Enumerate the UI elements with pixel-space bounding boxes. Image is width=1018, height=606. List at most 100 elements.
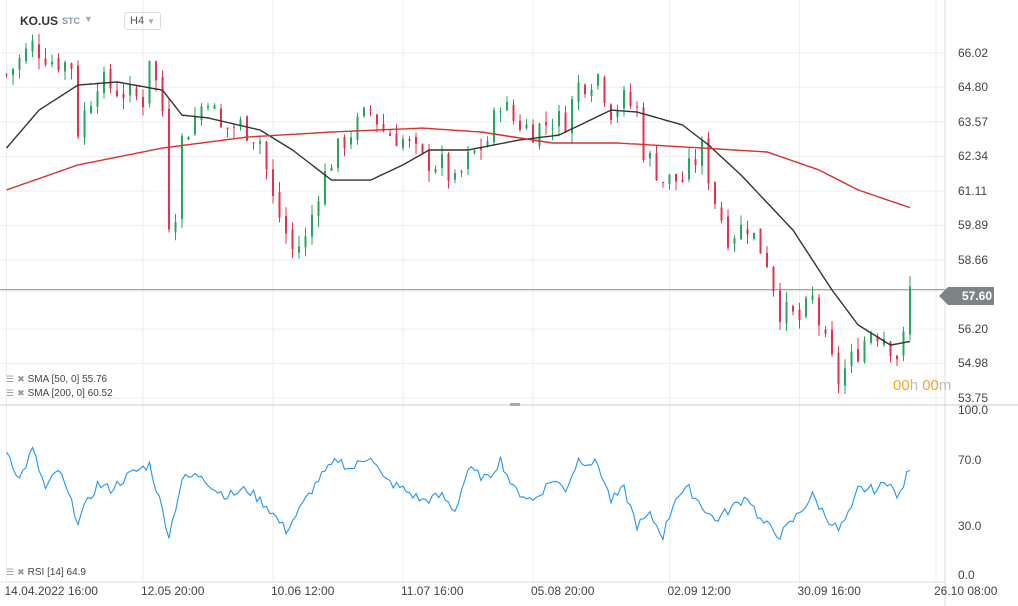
candle-body [649, 152, 651, 159]
time-tick-label: 14.04.2022 16:00 [4, 584, 98, 598]
candle-body [779, 290, 781, 322]
candle-body [792, 306, 794, 312]
settings-icon[interactable]: ☰ [6, 374, 15, 384]
time-tick-label: 26.10 08:00 [934, 584, 998, 598]
price-tick-label: 54.98 [958, 356, 989, 371]
legend-text: SMA [200, 0] 60.52 [27, 388, 113, 399]
caret-down-icon[interactable]: ▼ [84, 14, 93, 24]
candle-body [129, 84, 131, 96]
close-icon[interactable]: ✖ [17, 567, 25, 577]
candle-body [415, 136, 417, 144]
symbol-label: KO.US [20, 14, 59, 28]
price-tick-label: 56.20 [958, 322, 989, 337]
time-tick-label: 30.09 16:00 [797, 584, 861, 598]
legend-sma200[interactable]: ☰ ✖ SMA [200, 0] 60.52 [6, 388, 113, 399]
settings-icon[interactable]: ☰ [6, 567, 15, 577]
candle-body [148, 60, 151, 104]
candle-body [116, 90, 118, 97]
candle-body [239, 119, 242, 127]
candle-body [837, 352, 840, 384]
candle-body [584, 84, 586, 94]
timeframe-dropdown[interactable]: H4 ▼ [124, 12, 162, 30]
caret-down-icon: ▼ [147, 17, 156, 26]
candle-body [733, 238, 736, 244]
candle-body [714, 182, 716, 204]
candle-body [311, 214, 313, 237]
candle-body [382, 123, 385, 132]
candle-body [18, 57, 21, 70]
candle-body [363, 107, 365, 117]
rsi-tick-label: 0.0 [958, 568, 975, 582]
candle-body [291, 229, 294, 249]
candle-body [740, 224, 742, 240]
candle-body [155, 61, 157, 81]
rsi-line [6, 446, 911, 541]
price-tick-label: 58.66 [958, 252, 989, 267]
candle-body [369, 109, 372, 111]
candle-body [844, 368, 846, 386]
close-icon[interactable]: ✖ [17, 374, 25, 384]
rsi-tick-label: 30.0 [958, 518, 982, 533]
time-tick-label: 11.07 16:00 [401, 584, 464, 598]
candle-body [337, 138, 339, 168]
candle-body [636, 106, 638, 108]
candle-body [597, 74, 599, 86]
candle-body [473, 150, 476, 153]
candle-body [298, 246, 300, 253]
candle-body [220, 108, 222, 127]
rsi-tick-label: 70.0 [958, 452, 982, 467]
candle-body [759, 228, 762, 254]
rsi-tick-label: 100.0 [958, 403, 989, 417]
candle-body [356, 116, 359, 141]
candle-body [460, 171, 463, 173]
candle-body [811, 295, 814, 300]
candle-body [551, 128, 554, 130]
candle-body [896, 355, 898, 360]
instrument-type-dropdown[interactable]: STC [62, 16, 80, 26]
candle-body [324, 171, 326, 205]
candle-body [805, 298, 807, 317]
price-tick-label: 64.80 [958, 80, 989, 95]
candle-body [226, 127, 229, 129]
candle-body [798, 309, 801, 320]
candle-body [12, 68, 14, 76]
legend-rsi[interactable]: ☰ ✖ RSI [14] 64.9 [6, 567, 86, 578]
candle-body [265, 142, 268, 170]
candle-body [168, 108, 170, 230]
candle-body [83, 110, 86, 138]
candle-body [486, 141, 489, 147]
candle-body [428, 150, 430, 171]
candle-body [902, 331, 905, 356]
candle-countdown: 00h 00m [893, 377, 952, 394]
candle-body [467, 151, 469, 170]
candle-body [389, 133, 391, 136]
candle-body [5, 74, 8, 76]
candle-body [64, 62, 66, 72]
candle-body [77, 65, 79, 137]
candle-body [233, 126, 235, 128]
candle-body [454, 173, 456, 180]
candle-body [532, 124, 534, 143]
candle-body [662, 181, 664, 183]
sma200-line [6, 127, 911, 209]
candle-body [213, 105, 216, 109]
price-tick-label: 66.02 [958, 46, 989, 60]
pane-resize-handle[interactable] [510, 403, 520, 406]
close-icon[interactable]: ✖ [17, 388, 25, 398]
candle-body [850, 351, 853, 367]
candle-body [70, 63, 73, 69]
candle-body [642, 107, 645, 160]
candle-body [616, 109, 619, 118]
candle-body [675, 173, 677, 182]
candle-body [395, 133, 398, 147]
candle-body [688, 158, 690, 180]
candle-body [707, 138, 710, 184]
candle-body [909, 286, 911, 335]
price-tick-label: 63.57 [958, 114, 989, 129]
legend-sma50[interactable]: ☰ ✖ SMA [50, 0] 55.76 [6, 374, 107, 385]
settings-icon[interactable]: ☰ [6, 388, 15, 398]
candle-body [135, 88, 138, 97]
candle-body [421, 144, 424, 153]
candle-body [857, 349, 859, 362]
